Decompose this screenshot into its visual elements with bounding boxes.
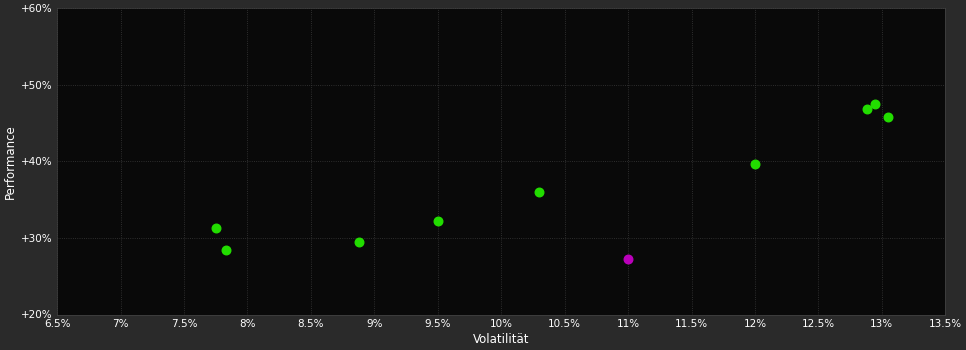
Point [867,101,883,107]
Point [859,106,874,112]
Point [748,162,763,167]
Point [880,114,895,120]
Point [430,218,445,224]
Y-axis label: Performance: Performance [4,124,17,199]
Point [352,239,367,245]
Point [218,247,234,253]
Point [620,257,636,262]
Point [208,225,223,231]
Point [531,189,547,195]
X-axis label: Volatilität: Volatilität [473,333,529,346]
